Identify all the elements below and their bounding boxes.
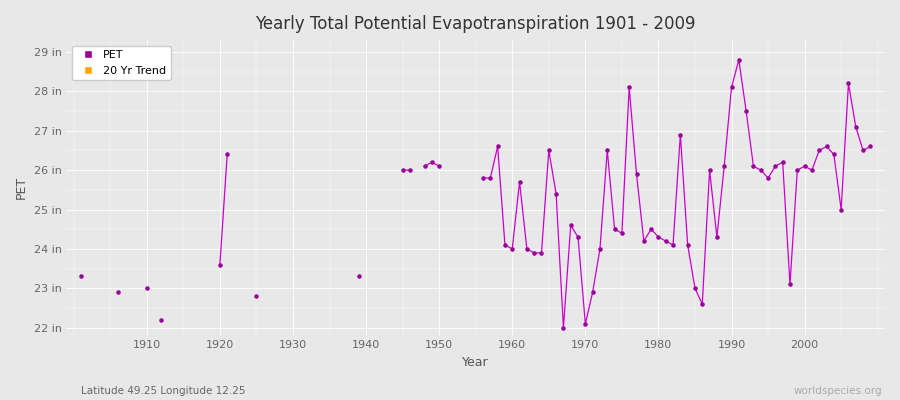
Text: Latitude 49.25 Longitude 12.25: Latitude 49.25 Longitude 12.25 (81, 386, 246, 396)
Point (498, 242, 512, 248)
Point (666, 242, 680, 248)
Point (505, 246, 519, 252)
Point (542, 147, 556, 154)
Point (783, 281, 797, 288)
Point (212, 262, 227, 268)
Point (688, 285, 702, 292)
Point (220, 151, 234, 158)
Point (549, 190, 563, 197)
Point (571, 234, 585, 240)
Point (608, 226, 622, 232)
Point (491, 143, 505, 150)
Point (797, 163, 812, 169)
Point (483, 175, 498, 181)
Point (527, 250, 542, 256)
Point (535, 250, 549, 256)
Point (395, 167, 410, 173)
Point (622, 84, 636, 90)
Point (352, 273, 366, 280)
Text: worldspecies.org: worldspecies.org (794, 386, 882, 396)
Point (790, 167, 805, 173)
Point (425, 159, 439, 166)
Point (512, 179, 526, 185)
Point (519, 246, 534, 252)
Point (585, 289, 599, 296)
Point (812, 147, 826, 154)
Point (74, 273, 88, 280)
Point (652, 234, 666, 240)
Point (154, 317, 168, 323)
Point (673, 132, 688, 138)
Point (680, 242, 695, 248)
Point (717, 163, 732, 169)
Point (578, 320, 592, 327)
Point (863, 143, 878, 150)
Point (856, 147, 870, 154)
Point (776, 159, 790, 166)
Point (636, 238, 651, 244)
Point (739, 108, 753, 114)
Point (659, 238, 673, 244)
Point (760, 175, 775, 181)
Point (769, 163, 783, 169)
Point (753, 167, 768, 173)
X-axis label: Year: Year (463, 356, 489, 369)
Point (140, 285, 154, 292)
Point (805, 167, 819, 173)
Point (593, 246, 608, 252)
Point (402, 167, 417, 173)
Point (702, 167, 716, 173)
Point (819, 143, 833, 150)
Point (418, 163, 432, 169)
Point (111, 289, 125, 296)
Point (710, 234, 724, 240)
Title: Yearly Total Potential Evapotranspiration 1901 - 2009: Yearly Total Potential Evapotranspiratio… (256, 15, 696, 33)
Point (615, 230, 629, 236)
Y-axis label: PET: PET (15, 176, 28, 200)
Point (644, 226, 658, 232)
Point (556, 324, 571, 331)
Point (724, 84, 739, 90)
Point (563, 222, 578, 228)
Legend: PET, 20 Yr Trend: PET, 20 Yr Trend (72, 46, 171, 80)
Point (842, 80, 856, 87)
Point (849, 124, 863, 130)
Point (629, 171, 643, 177)
Point (834, 206, 849, 213)
Point (826, 151, 841, 158)
Point (432, 163, 446, 169)
Point (732, 57, 746, 63)
Point (746, 163, 760, 169)
Point (476, 175, 491, 181)
Point (600, 147, 615, 154)
Point (695, 301, 709, 307)
Point (249, 293, 264, 299)
